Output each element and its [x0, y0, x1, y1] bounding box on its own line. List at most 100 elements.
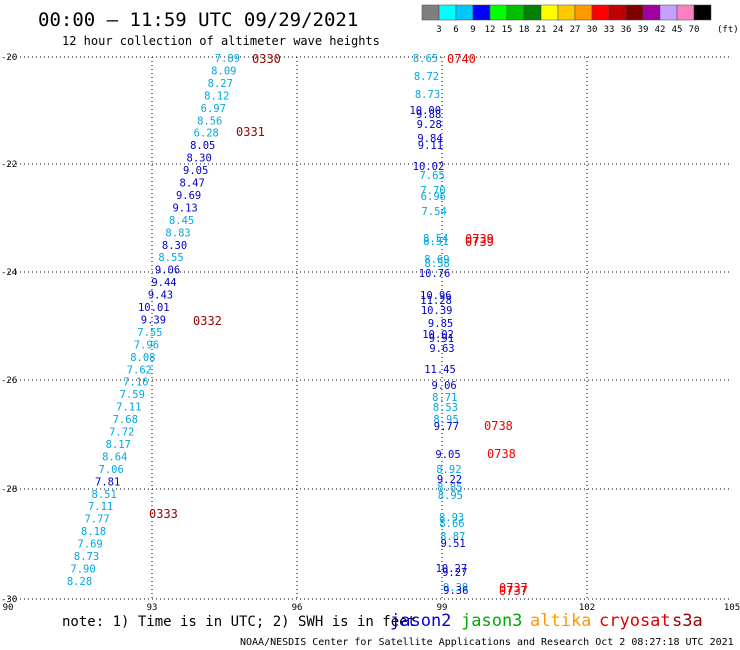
swh-value: 9.39	[141, 314, 166, 326]
swh-value: 9.77	[434, 421, 459, 433]
swh-value: 9.05	[435, 449, 460, 461]
swh-value: 8.47	[180, 178, 205, 190]
footer-credit: NOAA/NESDIS Center for Satellite Applica…	[240, 637, 734, 648]
swh-value: 8.30	[162, 240, 187, 252]
swh-value: 7.96	[134, 339, 159, 351]
swh-value: 9.28	[417, 119, 442, 131]
swh-value: 8.30	[187, 153, 212, 165]
swh-value: 8.66	[439, 518, 464, 530]
legend-tick: 18	[519, 25, 530, 35]
latitude-labels: -20 -22 -24 -26 -28 -30	[1, 53, 17, 605]
legend-swatch	[506, 4, 525, 21]
legend-tick: 42	[655, 25, 666, 35]
swh-value: 8.65	[413, 53, 438, 65]
lon-tick-label: 102	[579, 603, 595, 613]
swh-value: 8.83	[165, 227, 190, 239]
legend-tick: 36	[621, 25, 632, 35]
lat-tick-label: -30	[1, 595, 17, 605]
swh-value: 7.72	[109, 427, 134, 439]
lat-tick-label: -26	[1, 376, 17, 386]
swh-value: 10.02	[413, 161, 445, 173]
map-title: 00:00 – 11:59 UTC 09/29/2021	[38, 9, 358, 31]
time-label: 0739	[465, 232, 494, 246]
legend-swatch	[625, 4, 644, 21]
swh-value: 8.55	[158, 252, 183, 264]
swh-value: 8.51	[92, 489, 117, 501]
map-subtitle: 12 hour collection of altimeter wave hei…	[62, 34, 380, 48]
swh-value: 9.85	[428, 318, 453, 330]
swh-value: 9.84	[417, 133, 442, 145]
swh-value: 9.36	[443, 585, 468, 597]
swh-value: 7.11	[116, 402, 141, 414]
swh-value: 9.51	[440, 538, 465, 550]
swh-value: 6.96	[421, 191, 446, 203]
legend-swatch	[608, 4, 627, 21]
legend-tick: 12	[485, 25, 496, 35]
swh-value: 8.51	[423, 236, 448, 248]
legend-tick: 70	[689, 25, 700, 35]
swh-value: 9.27	[442, 567, 467, 579]
swh-value: 10.01	[138, 302, 170, 314]
swh-value: 8.56	[197, 115, 222, 127]
swh-value: 10.39	[421, 305, 453, 317]
swh-value: 9.11	[418, 140, 443, 152]
swh-value: 10.27	[436, 563, 468, 575]
swh-value: 8.09	[211, 65, 236, 77]
sat-jason3: jason3	[461, 611, 522, 631]
lon-tick-label: 99	[437, 603, 448, 613]
legend-swatch	[472, 4, 491, 21]
swh-value: 7.16	[123, 377, 148, 389]
track-0737-0740: 8.658.728.7310.009.889.289.849.1110.027.…	[409, 52, 527, 598]
swh-value: 7.81	[95, 476, 120, 488]
swh-value: 8.64	[102, 451, 127, 463]
legend-swatch	[489, 4, 508, 21]
swh-value: 7.11	[88, 501, 113, 513]
time-label: 0330	[252, 52, 281, 66]
wave-height-legend: 3 6 9 12 15 18 21 24 27 30 33 36 39 42 45 70 (ft)	[421, 4, 739, 35]
time-label: 0332	[193, 314, 222, 328]
swh-value: 8.28	[67, 576, 92, 588]
swh-value: 10.00	[409, 105, 441, 117]
swh-value: 9.44	[151, 277, 176, 289]
swh-value: 8.95	[433, 414, 458, 426]
swh-value: 8.05	[190, 140, 215, 152]
swh-value: 6.97	[201, 103, 226, 115]
swh-value: 9.05	[183, 165, 208, 177]
lat-tick-label: -24	[1, 268, 17, 278]
sat-s3a: s3a	[672, 611, 703, 631]
sat-jason2: jason2	[390, 611, 451, 631]
lon-tick-label: 93	[147, 603, 158, 613]
swh-value: 7.77	[84, 514, 109, 526]
time-label: 0738	[487, 447, 516, 461]
swh-value: 9.88	[416, 109, 441, 121]
lon-tick-label: 90	[3, 603, 14, 613]
swh-value: 8.87	[440, 531, 465, 543]
swh-value: 8.18	[81, 526, 106, 538]
legend-swatch	[438, 4, 457, 21]
swh-value: 9.69	[176, 190, 201, 202]
lat-tick-label: -28	[1, 485, 17, 495]
time-label: 0737	[499, 584, 528, 598]
legend-tick: 39	[638, 25, 649, 35]
swh-value: 6.28	[194, 128, 219, 140]
swh-value: 11.45	[424, 364, 456, 376]
swh-value: 8.71	[432, 392, 457, 404]
swh-value: 8.53	[433, 402, 458, 414]
swh-value: 9.06	[431, 380, 456, 392]
sat-altika: altika	[530, 611, 591, 631]
swh-value: 8.92	[436, 464, 461, 476]
swh-value: 7.65	[419, 170, 444, 182]
lon-tick-label: 96	[292, 603, 303, 613]
swh-value: 7.89	[215, 53, 240, 65]
swh-value: 8.93	[439, 512, 464, 524]
legend-swatch	[523, 4, 542, 21]
lon-tick-label: 105	[724, 603, 740, 613]
swh-value: 7.62	[127, 364, 152, 376]
swh-value: 9.43	[148, 290, 173, 302]
swh-value: 9.06	[155, 265, 180, 277]
legend-swatch	[676, 4, 695, 21]
swh-value: 7.06	[99, 464, 124, 476]
legend-tick: 15	[502, 25, 513, 35]
swh-value: 9.91	[429, 333, 454, 345]
